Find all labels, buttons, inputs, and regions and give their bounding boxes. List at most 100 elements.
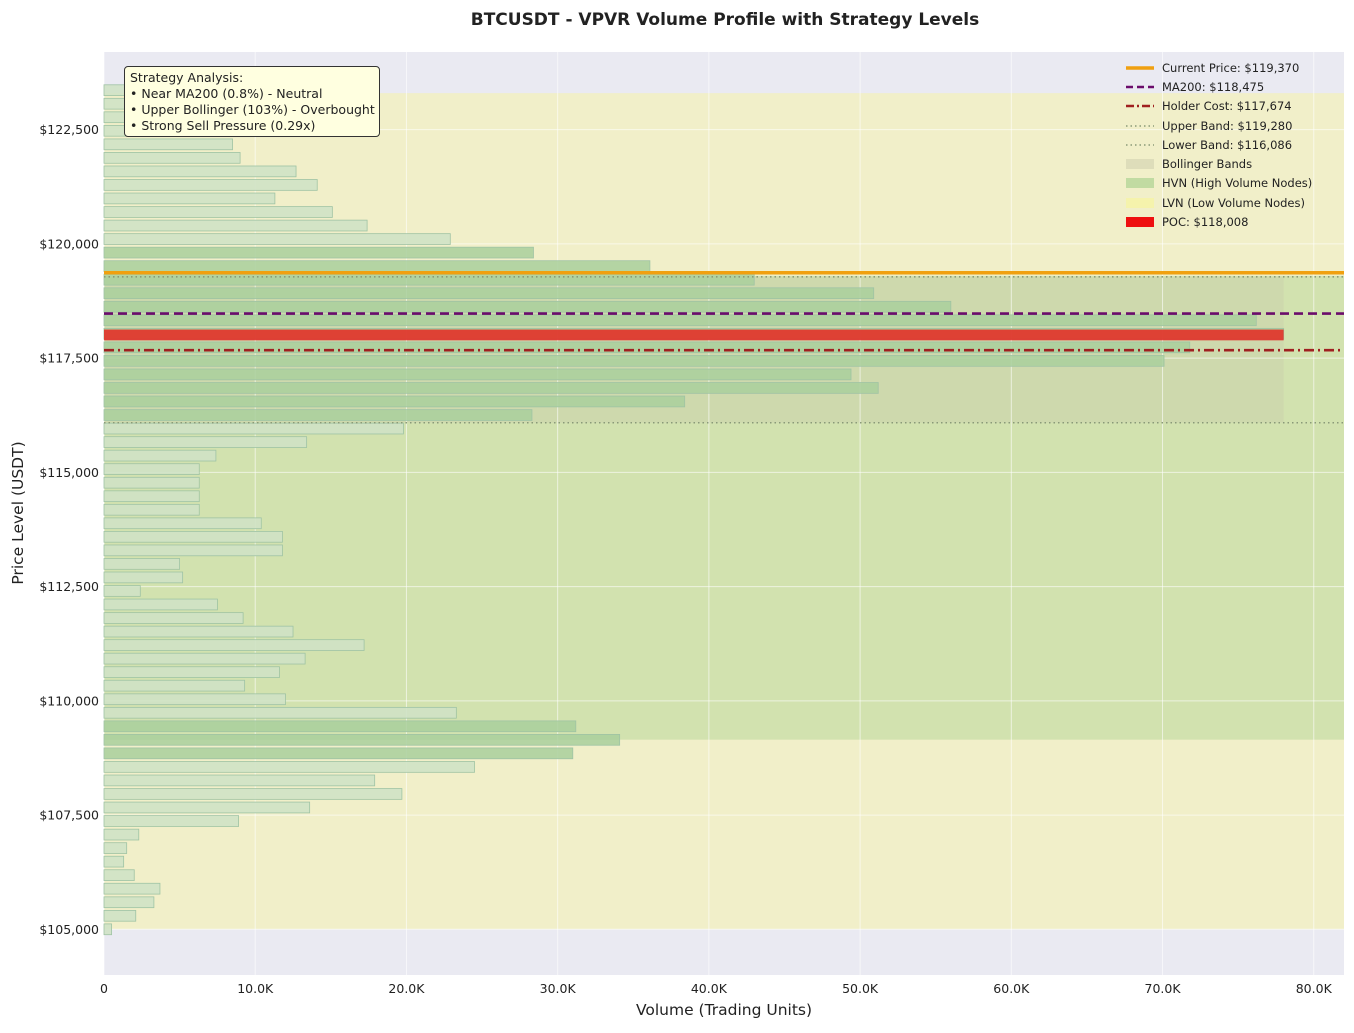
x-tick-label: 80.0K: [1296, 981, 1333, 996]
volume-bar: [103, 233, 451, 245]
legend-entry-ma200: MA200: $118,475: [1126, 77, 1342, 96]
legend-swatch: [1126, 158, 1154, 170]
volume-bar: [103, 585, 141, 597]
volume-bar: [103, 774, 376, 787]
chart-title: BTCUSDT - VPVR Volume Profile with Strat…: [471, 10, 980, 30]
volume-bar: [103, 842, 128, 854]
volume-bar: [103, 747, 574, 760]
legend-swatch: [1126, 197, 1154, 209]
strategy-analysis-line: • Near MA200 (0.8%) - Neutral: [130, 86, 323, 101]
volume-bar: [103, 679, 246, 692]
legend-label: HVN (High Volume Nodes): [1162, 176, 1313, 191]
volume-bar: [103, 138, 233, 151]
volume-bar: [103, 463, 200, 475]
y-tick-label: $115,000: [39, 465, 99, 480]
volume-bar: [103, 449, 217, 462]
x-tick-label: 60.0K: [993, 981, 1030, 996]
x-tick-label: 10.0K: [237, 981, 274, 996]
volume-bar: [103, 517, 262, 530]
volume-bar: [103, 693, 286, 706]
y-tick-label: $117,500: [39, 351, 99, 366]
x-tick-label: 70.0K: [1145, 981, 1182, 996]
poc-bar: [104, 329, 1284, 341]
x-tick-label: 0: [100, 981, 108, 996]
volume-bar: [103, 152, 241, 164]
volume-bar: [103, 490, 200, 503]
legend-entry-lower: Lower Band: $116,086: [1126, 135, 1342, 154]
legend-label: Current Price: $119,370: [1162, 60, 1300, 75]
volume-bar: [103, 734, 621, 746]
volume-bar: [103, 598, 218, 611]
volume-bar: [103, 896, 155, 909]
legend-label: POC: $118,008: [1162, 215, 1249, 230]
legend-entry-bollinger: Bollinger Bands: [1126, 154, 1342, 173]
x-tick-label: 40.0K: [691, 981, 728, 996]
volume-bar: [103, 652, 306, 665]
legend-entry-lvn: LVN (Low Volume Nodes): [1126, 193, 1342, 212]
volume-bar: [103, 192, 276, 205]
volume-bar: [103, 165, 297, 178]
x-tick-label: 20.0K: [388, 981, 425, 996]
x-axis-label: Volume (Trading Units): [636, 1001, 812, 1019]
volume-bar: [103, 612, 244, 624]
legend-entry-current: Current Price: $119,370: [1126, 58, 1342, 77]
x-tick-label: 50.0K: [842, 981, 879, 996]
legend-entry-holder: Holder Cost: $117,674: [1126, 97, 1342, 116]
volume-bar: [103, 828, 140, 841]
volume-bar: [103, 300, 952, 313]
volume-bar: [103, 815, 239, 827]
legend-entry-hvn: HVN (High Volume Nodes): [1126, 174, 1342, 193]
strategy-analysis-box: Strategy Analysis: • Near MA200 (0.8%) -…: [124, 66, 380, 137]
volume-bar: [103, 801, 311, 814]
x-tick-label: 30.0K: [540, 981, 577, 996]
volume-bar: [103, 409, 533, 421]
volume-bar: [103, 422, 404, 435]
legend-swatch: [1126, 62, 1154, 74]
y-tick-label: $112,500: [39, 579, 99, 594]
strategy-analysis-line: • Strong Sell Pressure (0.29x): [130, 118, 316, 133]
volume-bar: [103, 219, 368, 232]
volume-bar: [103, 341, 1191, 354]
volume-bar: [103, 355, 1165, 367]
volume-bar: [103, 666, 280, 678]
y-tick-label: $122,500: [39, 122, 99, 137]
legend-swatch: [1126, 81, 1154, 93]
volume-bar: [103, 246, 534, 259]
legend-swatch: [1126, 100, 1154, 112]
legend-label: Holder Cost: $117,674: [1162, 99, 1292, 114]
volume-bar: [103, 476, 200, 489]
volume-bar: [103, 909, 137, 922]
legend-swatch: [1126, 139, 1154, 151]
legend-entry-poc: POC: $118,008: [1126, 212, 1342, 231]
legend-label: Bollinger Bands: [1162, 157, 1253, 172]
volume-bar: [103, 720, 577, 733]
volume-bar: [103, 382, 879, 394]
volume-bar: [103, 503, 200, 516]
volume-bar: [103, 260, 651, 272]
strategy-analysis-title: Strategy Analysis:: [130, 70, 244, 85]
y-tick-label: $120,000: [39, 236, 99, 251]
volume-bar: [103, 395, 686, 408]
volume-bar: [103, 625, 294, 638]
volume-bar: [103, 287, 875, 300]
legend-swatch: [1126, 177, 1154, 189]
volume-bar: [103, 882, 161, 895]
volume-bar: [103, 639, 365, 651]
volume-bar: [103, 368, 852, 381]
strategy-analysis-line: • Upper Bollinger (103%) - Overbought: [130, 102, 375, 117]
legend-label: LVN (Low Volume Nodes): [1162, 195, 1305, 210]
volume-bar: [103, 923, 112, 936]
y-axis-label: Price Level (USDT): [9, 441, 27, 584]
legend-swatch: [1126, 216, 1154, 228]
legend-swatch: [1126, 120, 1154, 132]
volume-bar: [103, 273, 755, 286]
legend-label: Lower Band: $116,086: [1162, 137, 1293, 152]
y-tick-label: $110,000: [39, 693, 99, 708]
volume-bar: [103, 761, 475, 773]
legend-label: Upper Band: $119,280: [1162, 118, 1293, 133]
legend-label: MA200: $118,475: [1162, 79, 1265, 94]
volume-bar: [103, 571, 184, 584]
legend-entry-upper: Upper Band: $119,280: [1126, 116, 1342, 135]
